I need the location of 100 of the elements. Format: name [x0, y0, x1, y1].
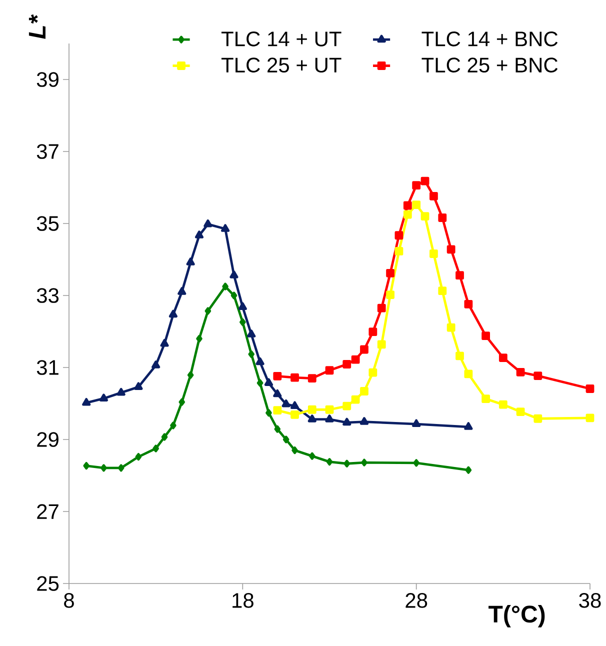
point: [187, 371, 194, 379]
point: [586, 414, 594, 422]
point: [386, 290, 394, 299]
point: [420, 176, 430, 186]
point: [168, 310, 178, 318]
point: [351, 395, 360, 404]
point: [403, 201, 412, 210]
legend-label: TLC 25 + UT: [221, 58, 342, 73]
point: [222, 282, 228, 290]
point: [430, 250, 438, 258]
point: [282, 399, 290, 408]
point: [308, 374, 316, 382]
point: [248, 350, 254, 358]
point: [351, 355, 360, 364]
point: [516, 408, 525, 416]
point: [456, 271, 464, 280]
point: [204, 219, 212, 228]
point: [420, 212, 430, 220]
y-tick-label: 39: [36, 72, 58, 87]
point: [325, 405, 334, 414]
point: [464, 422, 473, 430]
point: [498, 354, 508, 362]
y-tick-label: 35: [36, 216, 59, 231]
legend-label: TLC 14 + BNC: [422, 31, 558, 46]
point: [256, 379, 264, 387]
point: [342, 418, 352, 426]
point: [161, 433, 168, 441]
point: [264, 378, 274, 386]
point: [196, 334, 202, 342]
point: [178, 287, 186, 295]
point: [446, 245, 456, 254]
point: [394, 247, 404, 256]
point: [464, 300, 473, 308]
point: [186, 258, 195, 266]
point: [273, 406, 282, 415]
point: [230, 292, 238, 300]
point: [308, 414, 316, 422]
point: [100, 464, 107, 472]
y-tick-label: 31: [36, 360, 58, 375]
y-tick-label: 33: [36, 288, 59, 303]
point: [308, 405, 316, 414]
point: [308, 452, 316, 460]
point: [377, 304, 386, 312]
point: [516, 368, 525, 376]
point: [534, 414, 542, 423]
legend-label: TLC 25 + BNC: [422, 58, 558, 73]
point: [482, 394, 490, 404]
point: [170, 422, 176, 430]
point: [412, 419, 421, 428]
x-tick-label: 28: [406, 593, 428, 608]
point: [152, 444, 159, 452]
y-tick-label: 25: [37, 576, 59, 591]
point: [240, 318, 246, 326]
point: [413, 459, 420, 467]
point: [247, 330, 256, 338]
x-tick-label: 8: [64, 593, 74, 608]
point: [430, 192, 438, 200]
point: [326, 458, 333, 466]
point: [134, 382, 143, 390]
point: [99, 394, 108, 402]
point: [377, 340, 386, 349]
point: [325, 414, 334, 422]
point: [412, 200, 421, 209]
point: [438, 214, 447, 222]
point: [273, 372, 282, 380]
y-axis-title: L*: [28, 14, 46, 39]
point: [220, 224, 230, 232]
point: [342, 402, 352, 410]
point: [368, 328, 378, 336]
point: [292, 446, 298, 454]
point: [282, 436, 290, 444]
point: [230, 270, 238, 278]
x-axis-title: T(°C): [488, 605, 545, 628]
legend-label: TLC 14 + UT: [221, 31, 342, 46]
point: [290, 373, 299, 382]
x-tick-label: 38: [579, 593, 601, 608]
point: [194, 230, 204, 238]
point: [118, 464, 124, 472]
x-tick-label: 18: [232, 593, 254, 608]
point: [238, 302, 247, 310]
point: [160, 338, 169, 347]
point: [116, 388, 126, 396]
point: [344, 460, 350, 468]
point: [360, 387, 368, 396]
point: [274, 425, 281, 433]
point: [360, 417, 369, 425]
point: [273, 389, 282, 398]
point: [534, 372, 542, 380]
point: [403, 210, 412, 219]
point: [386, 268, 394, 278]
point: [465, 466, 472, 474]
point: [83, 462, 90, 470]
point: [342, 360, 352, 368]
point: [394, 231, 404, 240]
point: [498, 400, 508, 409]
point: [266, 409, 272, 417]
point: [368, 368, 378, 377]
point: [290, 401, 300, 410]
point: [482, 332, 490, 340]
point: [178, 398, 186, 406]
